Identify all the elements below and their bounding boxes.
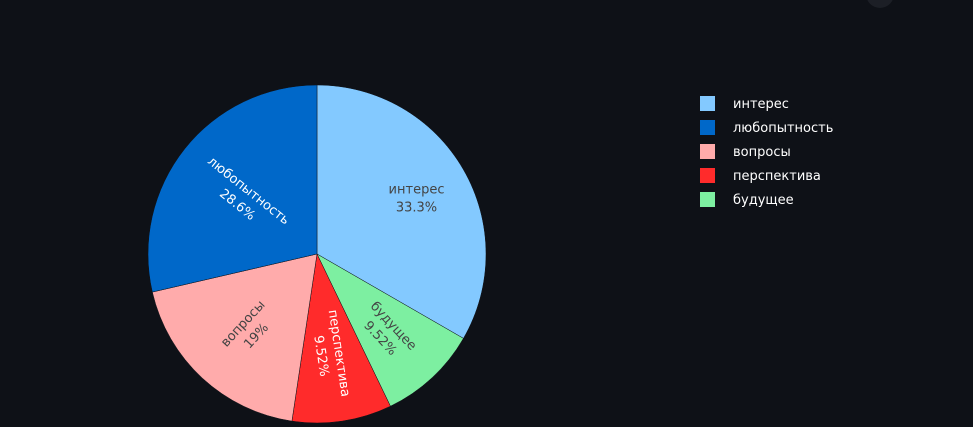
legend-swatch (700, 168, 715, 183)
legend-swatch (700, 192, 715, 207)
legend-item-3[interactable]: вопросы (700, 144, 791, 160)
pie-slice-2[interactable] (147, 84, 318, 293)
legend-item-2[interactable]: любопытность (700, 120, 833, 136)
pie-slice-5[interactable] (316, 253, 464, 407)
legend-item-1[interactable]: интерес (700, 96, 789, 112)
legend-swatch (700, 144, 715, 159)
legend-label: будущее (733, 193, 794, 208)
pie-slices (147, 84, 487, 424)
slice-label-pct: 9.52% (310, 334, 331, 377)
legend-item-4[interactable]: перспектива (700, 168, 821, 184)
slice-label-name: интерес (389, 183, 445, 198)
pie-slice-4[interactable] (291, 253, 391, 424)
slice-label-pct: 33.3% (396, 201, 437, 216)
legend-label: интерес (733, 97, 789, 112)
toolbar-hint-icon (867, 0, 893, 8)
legend-label: любопытность (733, 121, 833, 136)
legend-swatch (700, 120, 715, 135)
legend-item-5[interactable]: будущее (700, 192, 794, 208)
legend-label: вопросы (733, 145, 791, 160)
legend-swatch (700, 96, 715, 111)
slice-label-1: интерес 33.3% (389, 183, 445, 216)
chart-legend: интерес любопытность вопросы перспектива буд… (700, 96, 833, 208)
pie-slice-3[interactable] (152, 253, 318, 422)
legend-label: перспектива (733, 169, 821, 184)
pie-slice-1[interactable] (316, 84, 487, 339)
